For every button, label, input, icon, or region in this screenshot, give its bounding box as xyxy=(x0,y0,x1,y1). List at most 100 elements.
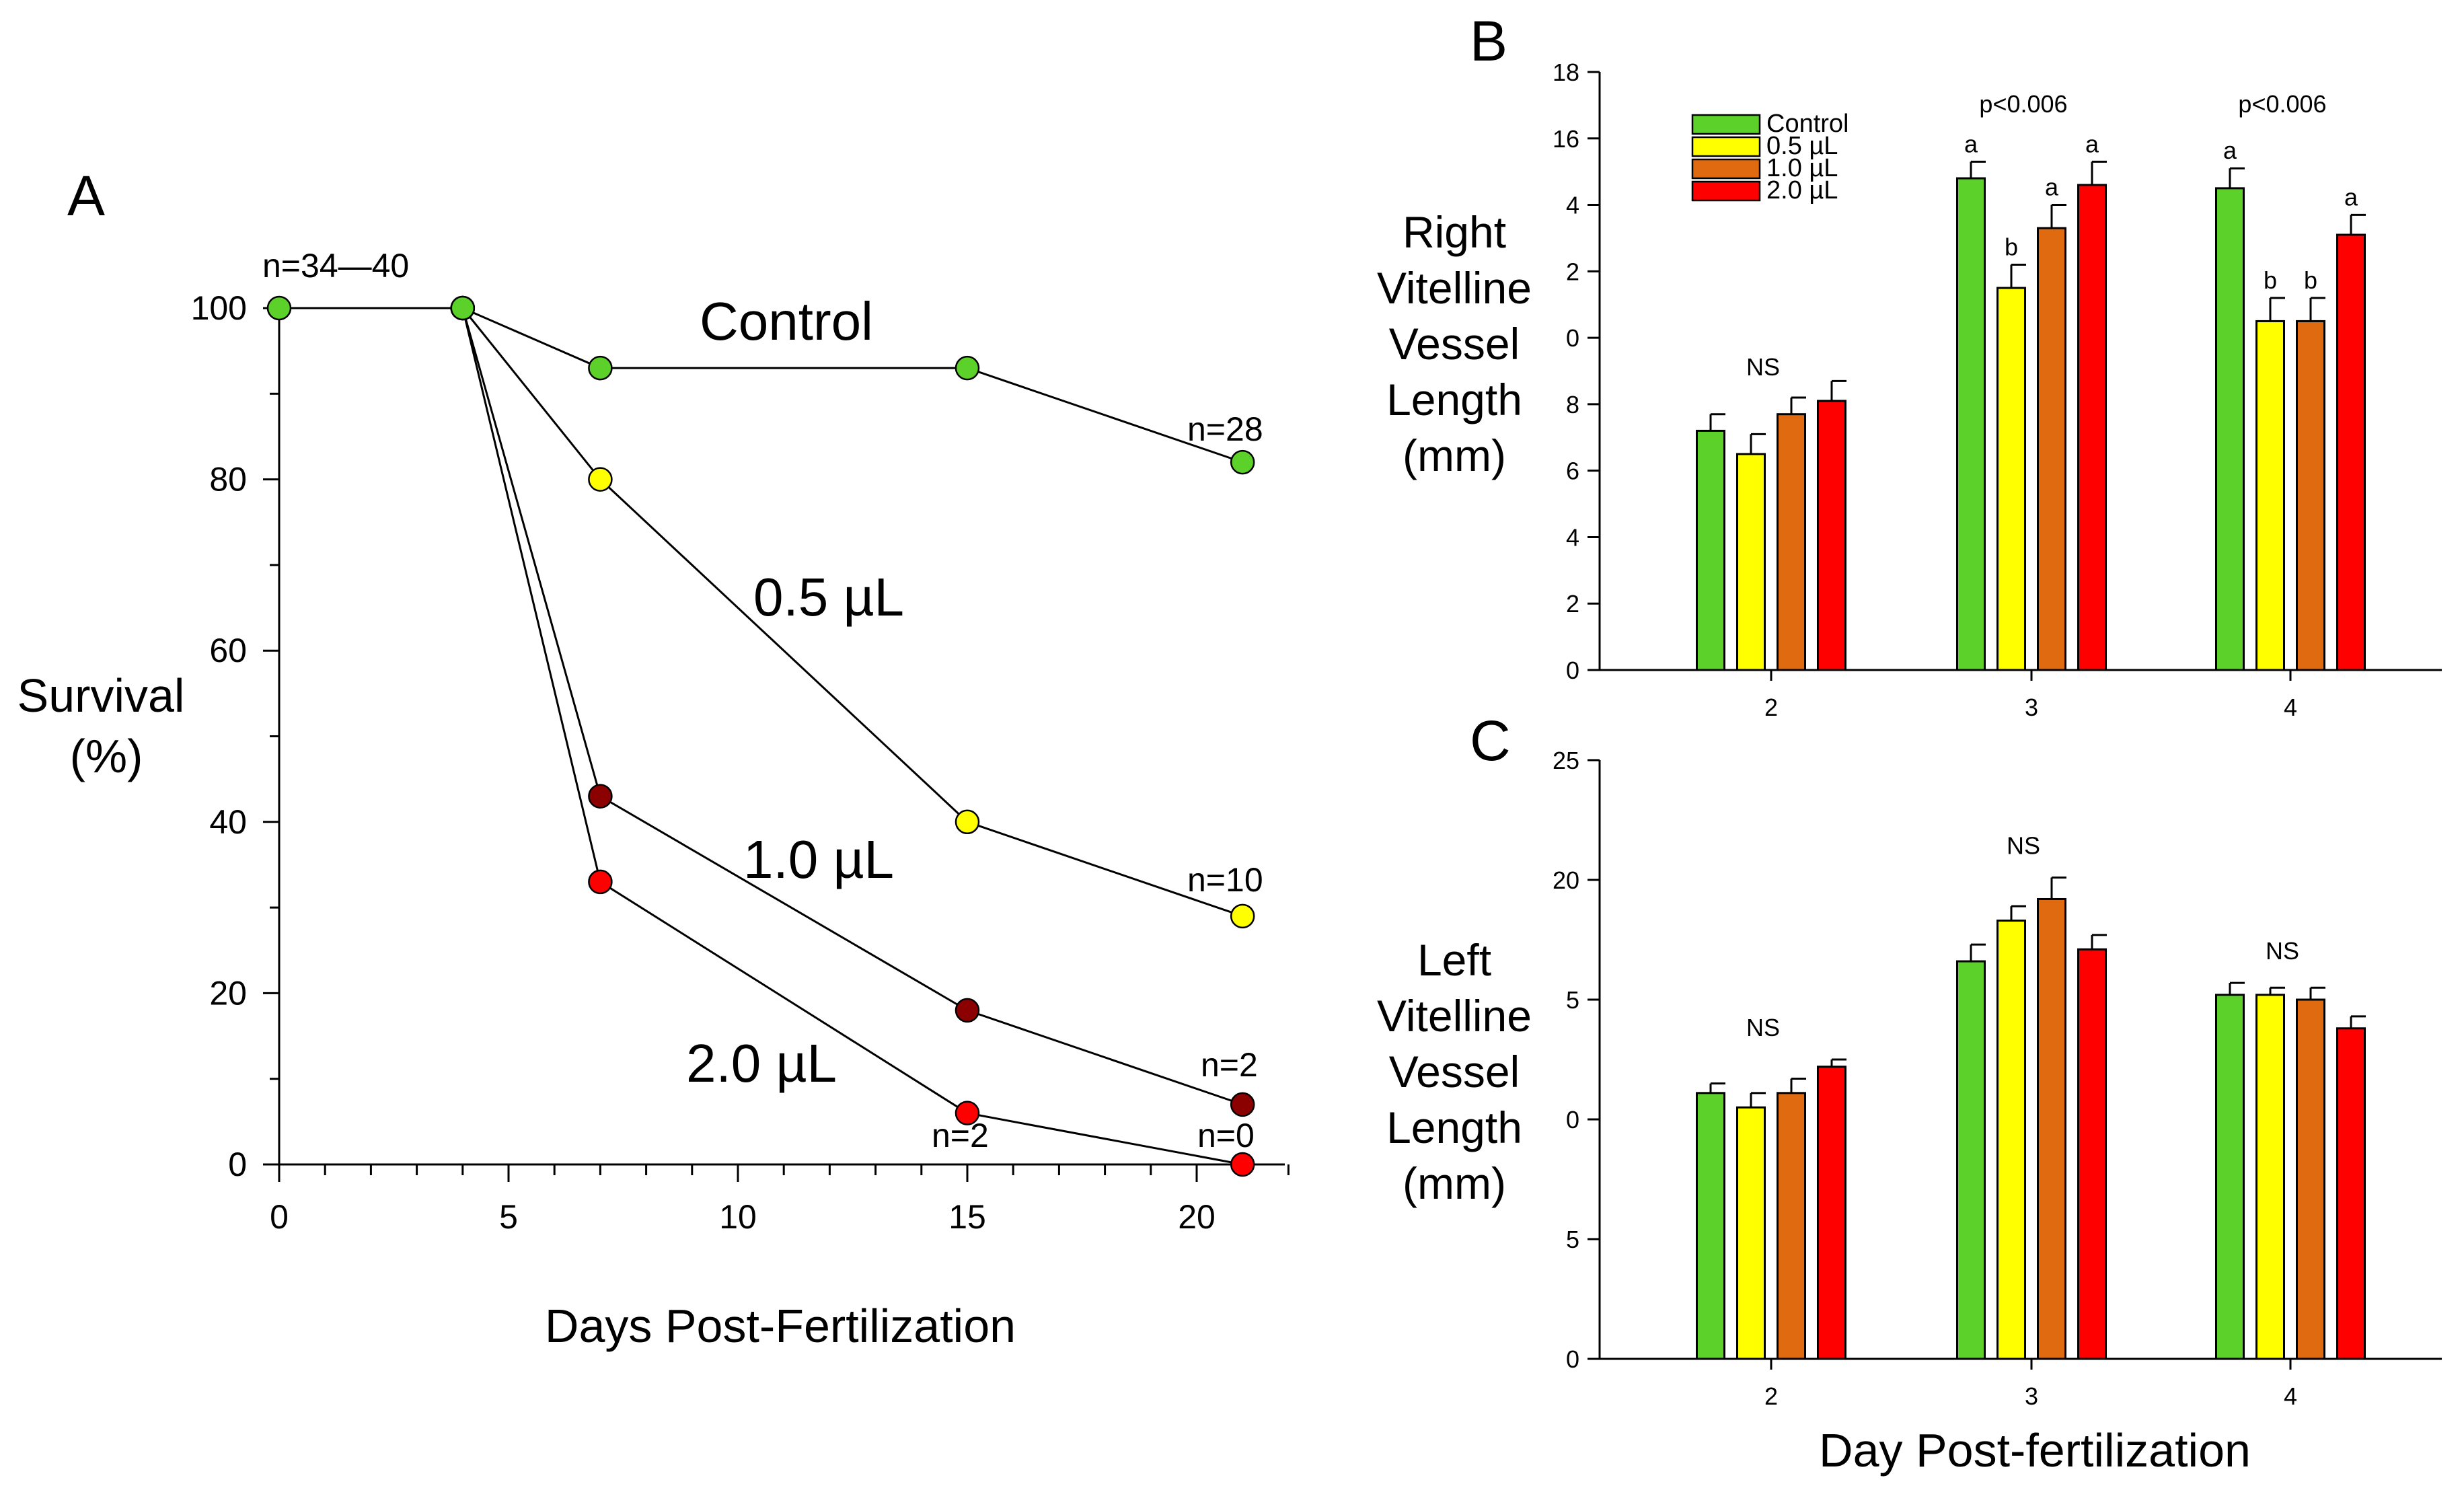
significance-letter: b xyxy=(2304,266,2317,294)
ylabel-line: Vitelline xyxy=(1377,991,1532,1041)
y-tick-label: 80 xyxy=(209,461,247,498)
panel-c-ylabel: Left Vitelline Vessel Length (mm) xyxy=(1377,935,1532,1208)
x-tick-label: 15 xyxy=(948,1198,986,1236)
panel-a: A 0 5 10 15 20 0 20 40 60 80 100 Control 0.5 µL 1.… xyxy=(17,164,1290,1352)
n-1-0-label: n=2 xyxy=(1201,1046,1258,1084)
bar xyxy=(2255,320,2285,671)
x-tick-label: 0 xyxy=(270,1198,289,1236)
ylabel-line: Vessel xyxy=(1389,319,1520,369)
bar xyxy=(1956,960,1986,1360)
data-point xyxy=(955,355,980,381)
group-annotation: NS xyxy=(2007,831,2040,859)
group-annotation: NS xyxy=(2266,937,2299,965)
n-0-5-label: n=10 xyxy=(1187,861,1263,899)
data-point xyxy=(1230,903,1255,929)
bar xyxy=(1996,287,2026,671)
bar xyxy=(1696,429,1725,671)
series-label-0-5: 0.5 µL xyxy=(753,567,904,627)
bar xyxy=(1777,1092,1806,1360)
series-label-1-0: 1.0 µL xyxy=(743,829,894,889)
y-tick-label: 0 xyxy=(1566,1345,1579,1373)
data-point xyxy=(588,869,613,895)
y-tick-label: 0 xyxy=(228,1146,247,1183)
y-tick-label: 8 xyxy=(1566,391,1579,418)
y-tick-label: 60 xyxy=(209,632,247,669)
legend-label: 0.5 µL xyxy=(1766,132,1838,160)
panel-a-axes: 0 5 10 15 20 0 20 40 60 80 100 xyxy=(191,289,1290,1236)
y-tick-label: 6 xyxy=(1566,457,1579,485)
legend-swatch xyxy=(1691,180,1761,202)
bar xyxy=(2215,187,2245,671)
x-tick-label: 3 xyxy=(2025,694,2038,721)
y-tick-label: 16 xyxy=(1553,125,1579,153)
legend-swatch xyxy=(1691,136,1761,157)
panel-c-letter: C xyxy=(1470,709,1511,772)
x-tick-label: 4 xyxy=(2284,694,2297,721)
legend-label: Control xyxy=(1766,110,1849,138)
data-point xyxy=(1230,1152,1255,1177)
bar xyxy=(2296,998,2325,1360)
bar xyxy=(1956,177,1986,671)
legend-swatch xyxy=(1691,114,1761,135)
y-tick-label: 25 xyxy=(1553,747,1579,774)
y-tick-label: 2 xyxy=(1566,258,1579,285)
bar xyxy=(1696,1092,1725,1360)
data-point xyxy=(1230,449,1255,475)
bar xyxy=(1736,453,1766,671)
bar xyxy=(2077,948,2107,1360)
ylabel-line: Length xyxy=(1386,1103,1522,1152)
group-annotation: p<0.006 xyxy=(1979,90,2067,118)
x-tick-label: 4 xyxy=(2284,1382,2297,1410)
significance-letter: b xyxy=(2264,266,2277,294)
bar xyxy=(1817,1066,1846,1360)
significance-letter: a xyxy=(1964,130,1978,157)
data-point xyxy=(450,295,476,321)
n-start-label: n=34—40 xyxy=(262,247,409,285)
panel-a-letter: A xyxy=(67,164,105,227)
data-point xyxy=(588,784,613,809)
panel-a-xlabel: Days Post-Fertilization xyxy=(545,1300,1016,1352)
series-line-3 xyxy=(461,307,1243,1166)
panel-c-bars: NS NS NS xyxy=(1696,831,2366,1360)
ylabel-line: Right xyxy=(1403,207,1506,257)
ylabel-line: Vessel xyxy=(1389,1047,1520,1097)
series-label-control: Control xyxy=(700,291,873,351)
bar xyxy=(2215,994,2245,1360)
panel-a-ylabel-line-2: (%) xyxy=(70,730,143,782)
bar xyxy=(2077,184,2107,671)
data-point xyxy=(955,1101,980,1125)
group-annotation: NS xyxy=(1746,1014,1780,1041)
legend-swatch xyxy=(1691,158,1761,180)
group-annotation: NS xyxy=(1746,353,1780,381)
panel-a-ylabel-line-1: Survival xyxy=(17,669,185,722)
y-tick-label: 0 xyxy=(1566,324,1579,352)
y-tick-label: 100 xyxy=(191,289,247,327)
y-tick-label: 4 xyxy=(1566,192,1579,219)
panel-a-annotations: Control 0.5 µL 1.0 µL 2.0 µL n=34—40 n=2… xyxy=(262,247,1263,1154)
y-tick-label: 20 xyxy=(209,974,247,1012)
ylabel-line: Left xyxy=(1417,935,1491,985)
n-2-0-end-label: n=0 xyxy=(1197,1117,1255,1154)
x-tick-label: 10 xyxy=(719,1198,757,1236)
x-tick-label: 20 xyxy=(1178,1198,1216,1236)
significance-letter: b xyxy=(2005,233,2018,260)
significance-letter: a xyxy=(2045,174,2059,201)
data-point xyxy=(588,355,613,381)
series-line-2 xyxy=(461,307,1243,1106)
y-tick-label: 5 xyxy=(1566,986,1579,1014)
y-tick-label: 20 xyxy=(1553,866,1579,894)
bar xyxy=(1996,920,2026,1360)
significance-letter: a xyxy=(2223,137,2237,164)
y-tick-label: 0 xyxy=(1566,1106,1579,1134)
panel-b-letter: B xyxy=(1470,9,1507,73)
series-label-2-0: 2.0 µL xyxy=(686,1033,837,1093)
data-point xyxy=(955,998,980,1023)
x-tick-label: 5 xyxy=(499,1198,518,1236)
significance-letter: a xyxy=(2344,183,2358,211)
panel-b-ylabel: Right Vitelline Vessel Length (mm) xyxy=(1377,207,1532,480)
data-point xyxy=(588,467,613,492)
y-tick-label: 0 xyxy=(1566,657,1579,684)
